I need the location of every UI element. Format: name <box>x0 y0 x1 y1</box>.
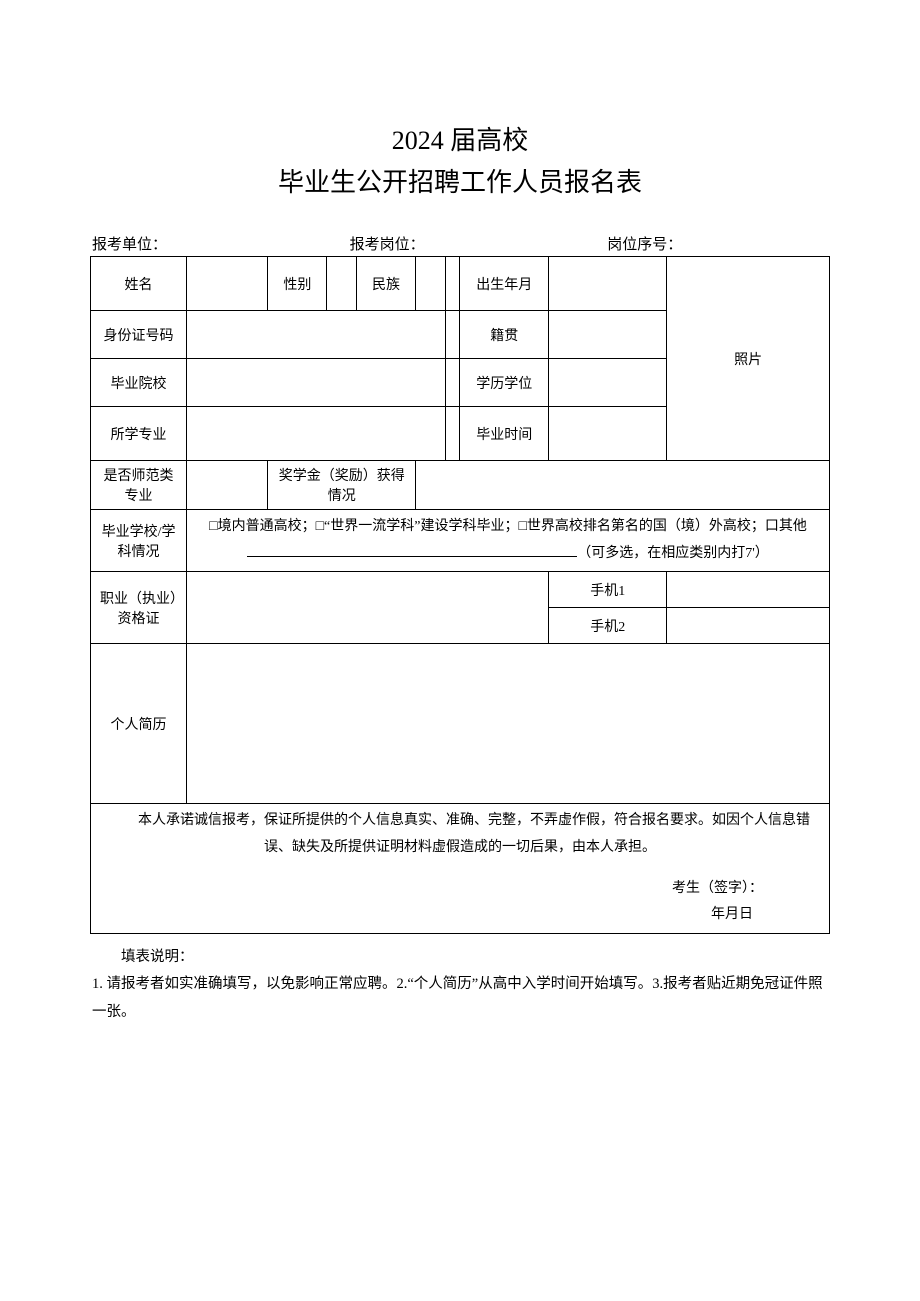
cell-phone2-value[interactable] <box>667 608 830 644</box>
cell-idnum-value[interactable] <box>187 311 446 359</box>
cell-spacer-2 <box>445 311 460 359</box>
cell-gradtime-value[interactable] <box>549 407 667 461</box>
cell-origin-label: 籍贯 <box>460 311 549 359</box>
meta-unit-label: 报考单位： <box>92 233 167 254</box>
cell-gender-value[interactable] <box>327 257 357 311</box>
cell-isnormal-value[interactable] <box>187 461 268 510</box>
notes-body: 1. 请报考者如实准确填写，以免影响正常应聘。2.“个人简历”从高中入学时间开始… <box>92 971 828 1026</box>
cell-spacer-3 <box>445 359 460 407</box>
cell-qualification-value[interactable] <box>187 572 549 644</box>
cell-birth-value[interactable] <box>549 257 667 311</box>
cell-degree-value[interactable] <box>549 359 667 407</box>
meta-unit: 报考单位： <box>92 233 350 254</box>
schooltype-underline[interactable] <box>247 543 577 557</box>
schooltype-text-1: □境内普通高校；□“世界一流学科”建设学科毕业；□世界高校排名第名的国（境）外高… <box>209 519 807 534</box>
cell-major-value[interactable] <box>187 407 446 461</box>
meta-seq-label: 岗位序号： <box>607 233 682 254</box>
cell-nation-label: 民族 <box>357 257 416 311</box>
form-title: 2024 届高校 毕业生公开招聘工作人员报名表 <box>90 120 830 203</box>
cell-qualification-label: 职业（执业）资格证 <box>91 572 187 644</box>
cell-gender-label: 性别 <box>268 257 327 311</box>
cell-gradtime-label: 毕业时间 <box>460 407 549 461</box>
schooltype-text-2: （可多选，在相应类别内打7'） <box>577 546 769 561</box>
meta-seq: 岗位序号： <box>607 233 828 254</box>
cell-photo[interactable]: 照片 <box>667 257 830 461</box>
signature-label[interactable]: 考生（签字）： <box>97 876 763 903</box>
cell-phone2-label: 手机2 <box>549 608 667 644</box>
signature-block: 考生（签字）： 年月日 <box>97 876 823 929</box>
meta-position: 报考岗位： <box>350 233 608 254</box>
cell-schooltype-label: 毕业学校/学科情况 <box>91 510 187 572</box>
date-label[interactable]: 年月日 <box>97 902 763 929</box>
cell-phone1-value[interactable] <box>667 572 830 608</box>
notes-block: 填表说明： 1. 请报考者如实准确填写，以免影响正常应聘。2.“个人简历”从高中… <box>90 944 830 1027</box>
cell-major-label: 所学专业 <box>91 407 187 461</box>
cell-spacer-4 <box>445 407 460 461</box>
meta-line: 报考单位： 报考岗位： 岗位序号： <box>90 233 830 254</box>
cell-declaration: 本人承诺诚信报考，保证所提供的个人信息真实、准确、完整，不弄虚作假，符合报名要求… <box>91 804 830 933</box>
meta-position-label: 报考岗位： <box>350 233 425 254</box>
cell-nation-value[interactable] <box>416 257 446 311</box>
cell-resume-value[interactable] <box>187 644 830 804</box>
title-line-1: 2024 届高校 <box>90 120 830 162</box>
cell-degree-label: 学历学位 <box>460 359 549 407</box>
cell-scholarship-value[interactable] <box>416 461 830 510</box>
cell-spacer-1 <box>445 257 460 311</box>
cell-isnormal-label: 是否师范类专业 <box>91 461 187 510</box>
cell-birth-label: 出生年月 <box>460 257 549 311</box>
notes-title: 填表说明： <box>92 944 828 972</box>
cell-school-label: 毕业院校 <box>91 359 187 407</box>
cell-resume-label: 个人简历 <box>91 644 187 804</box>
declaration-body: 本人承诺诚信报考，保证所提供的个人信息真实、准确、完整，不弄虚作假，符合报名要求… <box>97 808 823 861</box>
cell-phone1-label: 手机1 <box>549 572 667 608</box>
registration-table: 姓名 性别 民族 出生年月 照片 身份证号码 籍贯 毕业院校 学历学位 所学专业… <box>90 256 830 934</box>
cell-school-value[interactable] <box>187 359 446 407</box>
title-line-2: 毕业生公开招聘工作人员报名表 <box>90 162 830 204</box>
cell-schooltype-value[interactable]: □境内普通高校；□“世界一流学科”建设学科毕业；□世界高校排名第名的国（境）外高… <box>187 510 830 572</box>
cell-name-value[interactable] <box>187 257 268 311</box>
cell-name-label: 姓名 <box>91 257 187 311</box>
cell-scholarship-label: 奖学金（奖励）获得情况 <box>268 461 416 510</box>
cell-origin-value[interactable] <box>549 311 667 359</box>
cell-idnum-label: 身份证号码 <box>91 311 187 359</box>
